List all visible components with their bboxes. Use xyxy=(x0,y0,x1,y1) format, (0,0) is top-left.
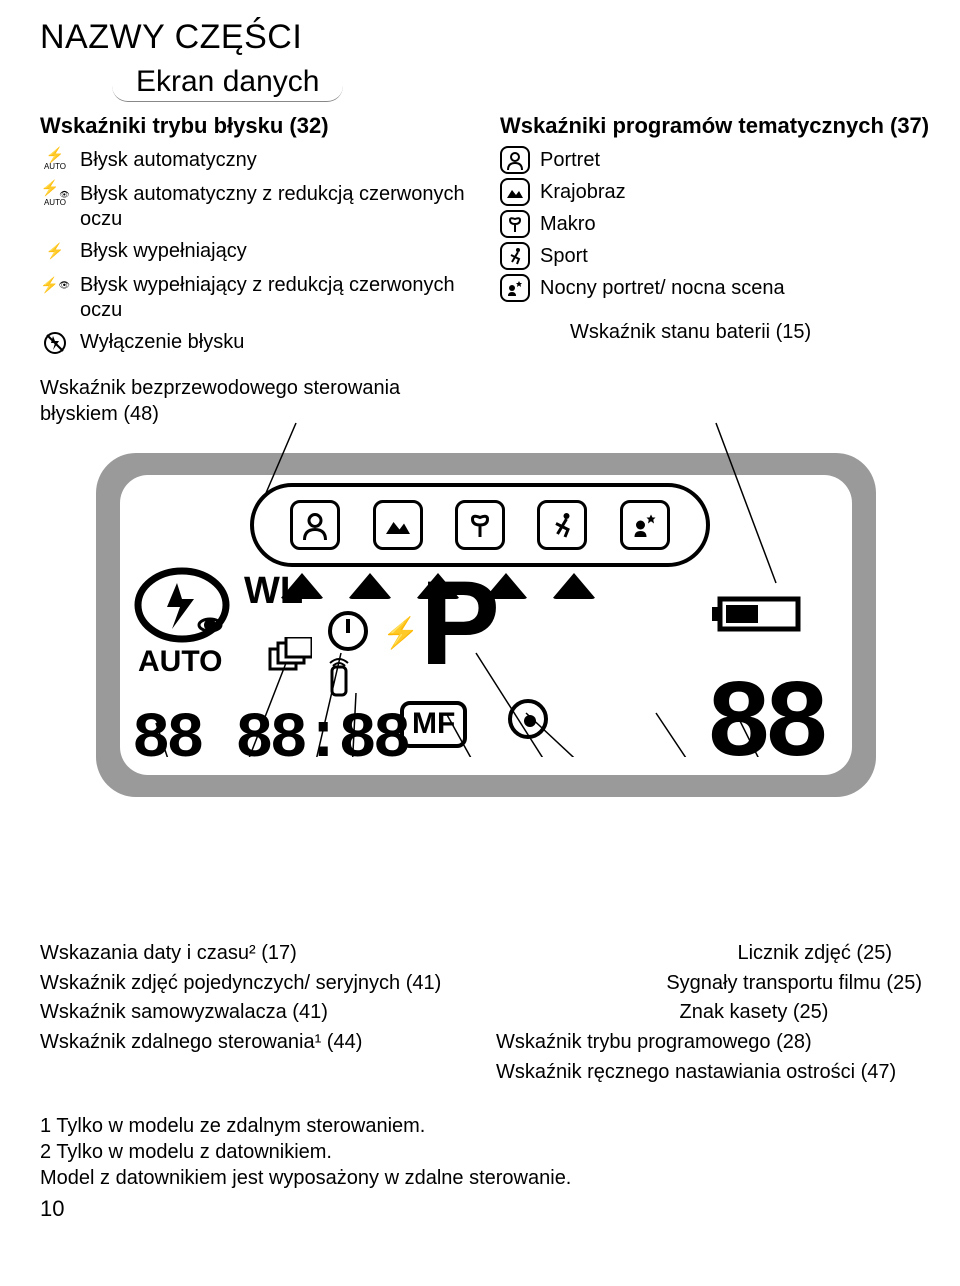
list-item: Sport xyxy=(500,242,932,270)
sport-icon xyxy=(537,500,587,550)
callout-label: Wskaźnik ręcznego nastawiania ostrości (… xyxy=(496,1060,932,1086)
list-item-label: Portret xyxy=(540,146,600,174)
flash-off-icon xyxy=(40,328,70,358)
program-mode-label: P xyxy=(420,575,500,671)
list-item-label: Makro xyxy=(540,210,596,238)
callout-label: Wskaźnik samowyzwalacza (41) xyxy=(40,1000,476,1026)
list-item: ⚡👁 Błysk wypełniający z redukcją czerwon… xyxy=(40,271,472,324)
macro-icon xyxy=(500,210,530,238)
wireless-label: WL xyxy=(244,567,303,616)
callout-label: Sygnały transportu filmu (25) xyxy=(496,971,932,997)
list-item: ⚡AUTO Błysk automatyczny xyxy=(40,146,472,176)
list-item-label: Błysk automatyczny xyxy=(80,146,257,174)
flash-auto-icon: ⚡AUTO xyxy=(40,146,70,176)
list-item: Makro xyxy=(500,210,932,238)
night-portrait-icon xyxy=(620,500,670,550)
portrait-icon xyxy=(500,146,530,174)
subtitle: Ekran danych xyxy=(112,62,343,102)
flash-mode-indicator-icon xyxy=(132,565,242,643)
subject-programs-section: Wskaźniki programów tematycznych (37) Po… xyxy=(500,112,932,438)
callout-label: Wskaźnik zdalnego sterowania¹ (44) xyxy=(40,1030,476,1056)
date-time-display: 88 88:88 xyxy=(132,718,407,763)
list-item-label: Błysk automatyczny z redukcją czerwonych… xyxy=(80,180,472,233)
callout-label: Wskazania daty i czasu² (17) xyxy=(40,941,476,967)
callout-label: Znak kasety (25) xyxy=(496,1000,932,1026)
lcd-display: WL AUTO ⚡ P MF 88 88 88:88 xyxy=(96,453,876,797)
flash-auto-redeye-icon: ⚡👁AUTO xyxy=(40,180,70,210)
remote-control-icon xyxy=(324,657,354,697)
list-item: Wyłączenie błysku xyxy=(40,328,472,358)
battery-icon xyxy=(712,591,812,635)
night-portrait-icon xyxy=(500,274,530,302)
footnote: 2 Tylko w modelu z datownikiem. xyxy=(40,1139,932,1165)
footnote: Model z datownikiem jest wyposażony w zd… xyxy=(40,1165,932,1191)
footnotes: 1 Tylko w modelu ze zdalnym sterowaniem.… xyxy=(40,1113,932,1191)
flash-modes-header: Wskaźniki trybu błysku (32) xyxy=(40,112,472,140)
callout-label: Wskaźnik zdjęć pojedynczych/ seryjnych (… xyxy=(40,971,476,997)
list-item-label: Wyłączenie błysku xyxy=(80,328,244,356)
list-item-label: Błysk wypełniający z redukcją czerwonych… xyxy=(80,271,472,324)
frame-counter: 88 xyxy=(706,688,822,765)
flash-fill-redeye-icon: ⚡👁 xyxy=(40,271,70,301)
drive-mode-icon xyxy=(268,637,312,671)
self-timer-icon xyxy=(328,611,368,651)
subject-program-strip xyxy=(250,483,710,567)
list-item-label: Nocny portret/ nocna scena xyxy=(540,274,785,302)
battery-status-label: Wskaźnik stanu baterii (15) xyxy=(500,320,932,346)
subject-programs-header: Wskaźniki programów tematycznych (37) xyxy=(500,112,932,140)
callout-label: Wskaźnik trybu programowego (28) xyxy=(496,1030,932,1056)
sport-icon xyxy=(500,242,530,270)
flash-small-icon: ⚡ xyxy=(382,615,419,653)
flash-modes-section: Wskaźniki trybu błysku (32) ⚡AUTO Błysk … xyxy=(40,112,472,438)
list-item: Portret xyxy=(500,146,932,174)
macro-icon xyxy=(455,500,505,550)
bottom-left-labels: Wskazania daty i czasu² (17) Wskaźnik zd… xyxy=(40,937,476,1089)
list-item: Krajobraz xyxy=(500,178,932,206)
auto-label: AUTO xyxy=(138,643,222,681)
portrait-icon xyxy=(290,500,340,550)
manual-focus-label: MF xyxy=(400,701,467,747)
list-item: ⚡👁AUTO Błysk automatyczny z redukcją cze… xyxy=(40,180,472,233)
landscape-icon xyxy=(373,500,423,550)
callout-label: Licznik zdjęć (25) xyxy=(496,941,932,967)
page-number: 10 xyxy=(40,1195,932,1223)
list-item-label: Krajobraz xyxy=(540,178,626,206)
page-title: NAZWY CZĘŚCI xyxy=(40,16,932,60)
bottom-right-labels: Licznik zdjęć (25) Sygnały transportu fi… xyxy=(496,937,932,1089)
flash-fill-icon: ⚡ xyxy=(40,237,70,267)
list-item: Nocny portret/ nocna scena xyxy=(500,274,932,302)
footnote: 1 Tylko w modelu ze zdalnym sterowaniem. xyxy=(40,1113,932,1139)
cartridge-icon xyxy=(508,699,548,739)
list-item-label: Sport xyxy=(540,242,588,270)
list-item-label: Błysk wypełniający xyxy=(80,237,247,265)
list-item: ⚡ Błysk wypełniający xyxy=(40,237,472,267)
wireless-flash-label: Wskaźnik bezprzewodowego sterowania błys… xyxy=(40,376,472,427)
landscape-icon xyxy=(500,178,530,206)
